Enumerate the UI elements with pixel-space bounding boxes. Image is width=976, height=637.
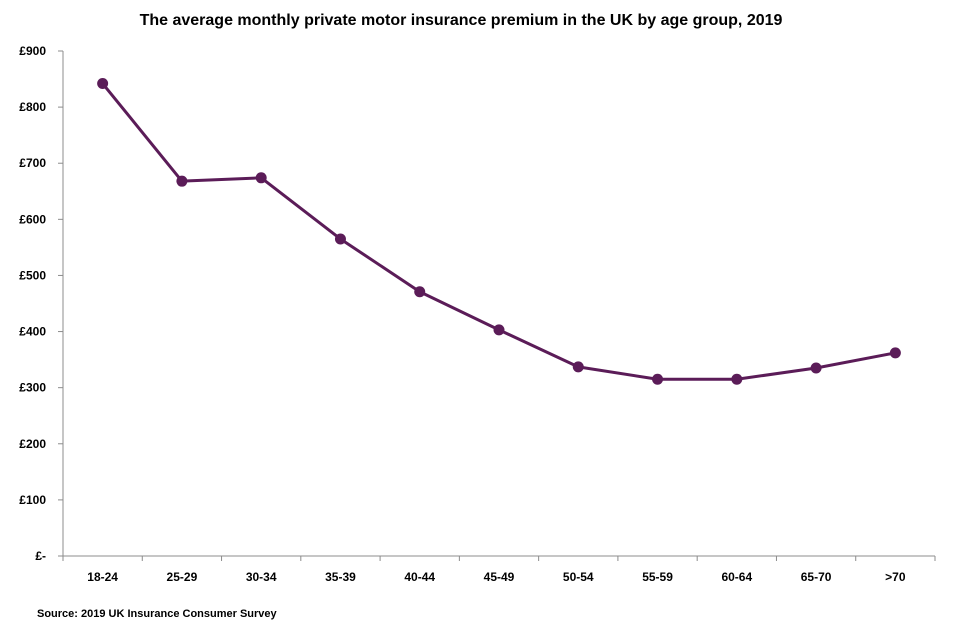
data-point: [97, 78, 109, 90]
y-tick-label: £100: [19, 493, 46, 507]
y-tick-label: £700: [19, 156, 46, 170]
data-point: [176, 175, 188, 187]
y-tick-label: £300: [19, 381, 46, 395]
data-point: [810, 362, 822, 374]
data-point: [255, 172, 267, 184]
y-tick-label: £600: [19, 212, 46, 226]
source-note: Source: 2019 UK Insurance Consumer Surve…: [37, 608, 277, 620]
y-tick-label: £200: [19, 437, 46, 451]
x-tick-label: 65-70: [801, 570, 832, 584]
y-tick-label: £500: [19, 268, 46, 282]
x-tick-label: 55-59: [642, 570, 673, 584]
x-tick-label: 60-64: [721, 570, 752, 584]
x-tick-label: 30-34: [246, 570, 277, 584]
x-tick-label: >70: [885, 570, 906, 584]
axes: [62, 51, 935, 557]
data-point: [334, 233, 346, 245]
data-point: [493, 324, 505, 336]
x-tick-label: 18-24: [87, 570, 118, 584]
chart-title: The average monthly private motor insura…: [139, 12, 783, 29]
x-tick-label: 45-49: [484, 570, 515, 584]
data-point: [414, 286, 426, 298]
data-point: [889, 347, 901, 359]
y-tick-label: £-: [35, 549, 46, 563]
y-tick-label: £800: [19, 100, 46, 114]
y-axis-ticks: £- £100 £200 £300 £400 £500 £600 £700 £800 £900: [19, 44, 63, 563]
series-layer: [97, 78, 901, 385]
data-point: [652, 373, 664, 385]
x-tick-label: 25-29: [167, 570, 198, 584]
x-tick-label: 50-54: [563, 570, 594, 584]
data-point: [731, 373, 743, 385]
x-tick-label: 35-39: [325, 570, 356, 584]
y-tick-label: £400: [19, 325, 46, 339]
x-tick-label: 40-44: [404, 570, 435, 584]
data-point: [572, 361, 584, 373]
x-axis-ticks: 18-24 25-29 30-34 35-39 40-44 45-49 50-54 55-59…: [62, 556, 936, 584]
y-tick-label: £900: [19, 44, 46, 58]
